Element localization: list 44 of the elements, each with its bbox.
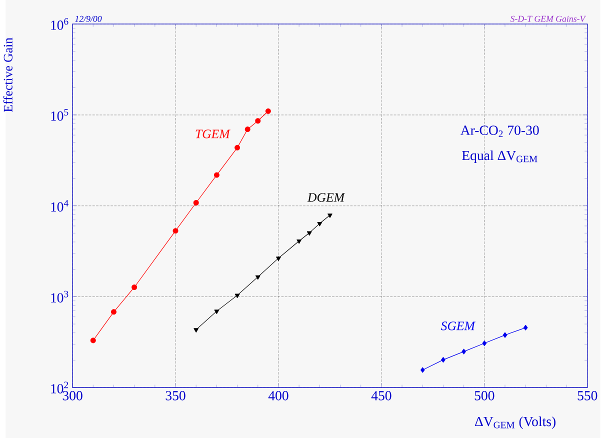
point (214, 310, 220, 314)
annotation: Ar-CO$_{2}$ 70-30 (460, 125, 539, 137)
point (265, 108, 271, 114)
point (462, 348, 466, 354)
point (132, 284, 138, 290)
point (328, 213, 332, 218)
x-tick-label: 400 (268, 390, 288, 400)
y-tick-label: 10$^{4}$ (51, 200, 68, 212)
point (441, 356, 446, 362)
point (110, 308, 116, 314)
x-axis-title: ΔV$_{GEM}$ (Volts) (475, 416, 556, 429)
text: S-D-T GEM Gains-V (510, 16, 586, 22)
point (214, 172, 220, 178)
point (523, 324, 528, 330)
x-tick-label: 500 (474, 390, 494, 400)
point (482, 340, 487, 346)
point (276, 256, 281, 261)
point (420, 367, 425, 373)
point (234, 294, 240, 298)
point (90, 338, 96, 344)
x-tick-label: 350 (166, 390, 186, 400)
x-tick-label: 450 (371, 390, 392, 400)
x-tick-label: 550 (578, 390, 598, 400)
point (255, 118, 261, 124)
point (317, 222, 322, 226)
series-label: DGEM (307, 192, 346, 202)
y-tick-label: 10$^{3}$ (51, 290, 68, 302)
point (502, 332, 508, 338)
series-label: SGEM (440, 321, 476, 330)
y-tick-label: 10$^{6}$ (51, 18, 68, 30)
annotation: Equal ΔV$_{GEM}$ (462, 150, 538, 163)
text: 12/9/00 (75, 16, 102, 22)
point (296, 239, 302, 244)
point (244, 126, 250, 132)
point (306, 231, 312, 236)
point (255, 275, 260, 280)
point (193, 200, 199, 206)
x-tick-label: 300 (62, 390, 82, 400)
point (172, 228, 178, 234)
series-label: TGEM (196, 130, 230, 138)
point (194, 328, 199, 332)
y-axis-title: Effective Gain (3, 38, 12, 112)
y-tick-label: 10$^{5}$ (51, 108, 68, 121)
point (234, 144, 240, 150)
